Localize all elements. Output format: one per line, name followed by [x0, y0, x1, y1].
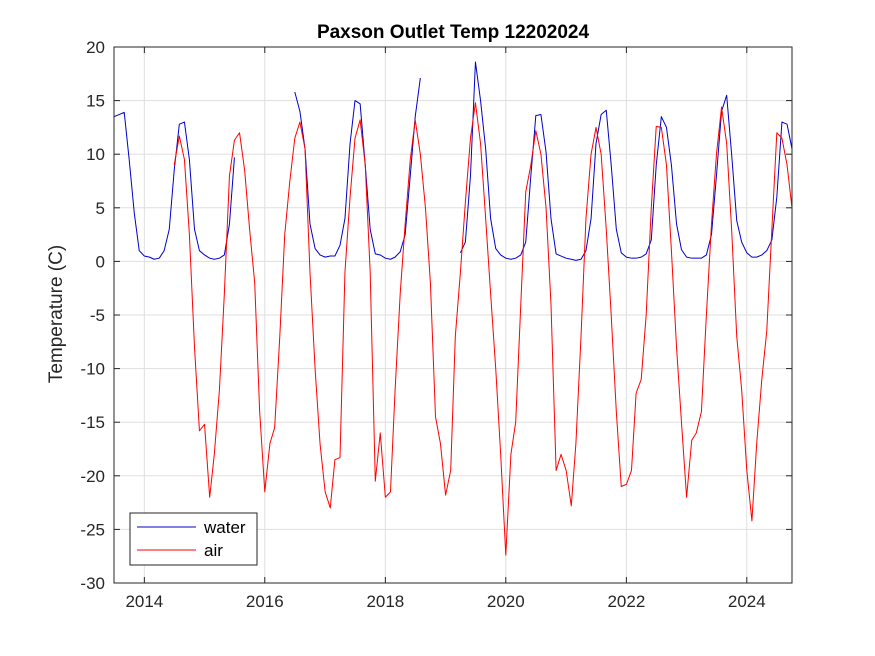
chart-title: Paxson Outlet Temp 12202024	[317, 22, 590, 43]
x-tick-label: 2018	[366, 592, 404, 611]
x-tick-label: 2014	[125, 592, 163, 611]
grid	[114, 46, 792, 584]
legend-label-water: water	[203, 518, 246, 537]
legend: water air	[129, 512, 258, 566]
legend-label-air: air	[204, 541, 223, 560]
series-line-water	[459, 61, 792, 261]
series-line-water	[294, 78, 421, 260]
series-line-water	[114, 111, 235, 260]
x-tick-label: 2020	[487, 592, 525, 611]
y-tick-label: -15	[80, 413, 105, 432]
y-tick-label: -5	[90, 306, 105, 325]
x-tick-label: 2024	[728, 592, 766, 611]
y-tick-label: -20	[80, 467, 105, 486]
series-layer	[114, 61, 792, 556]
series-line-air	[173, 102, 792, 556]
y-tick-label: -25	[80, 520, 105, 539]
y-axis-label: Temperature (C)	[46, 245, 67, 383]
y-tick-label: -10	[80, 360, 105, 379]
y-tick-label: 10	[86, 145, 105, 164]
x-tick-label: 2022	[607, 592, 645, 611]
ticks: 20 15 10 5 0 -5 -10 -15 -20 -25 -30 2014 2016 2018 202…	[80, 38, 792, 611]
x-tick-label: 2016	[246, 592, 284, 611]
y-tick-label: 5	[96, 199, 105, 218]
legend-box	[129, 512, 258, 566]
y-tick-label: -30	[80, 574, 105, 593]
y-tick-label: 15	[86, 92, 105, 111]
y-tick-label: 0	[96, 252, 105, 271]
y-tick-label: 20	[86, 38, 105, 57]
